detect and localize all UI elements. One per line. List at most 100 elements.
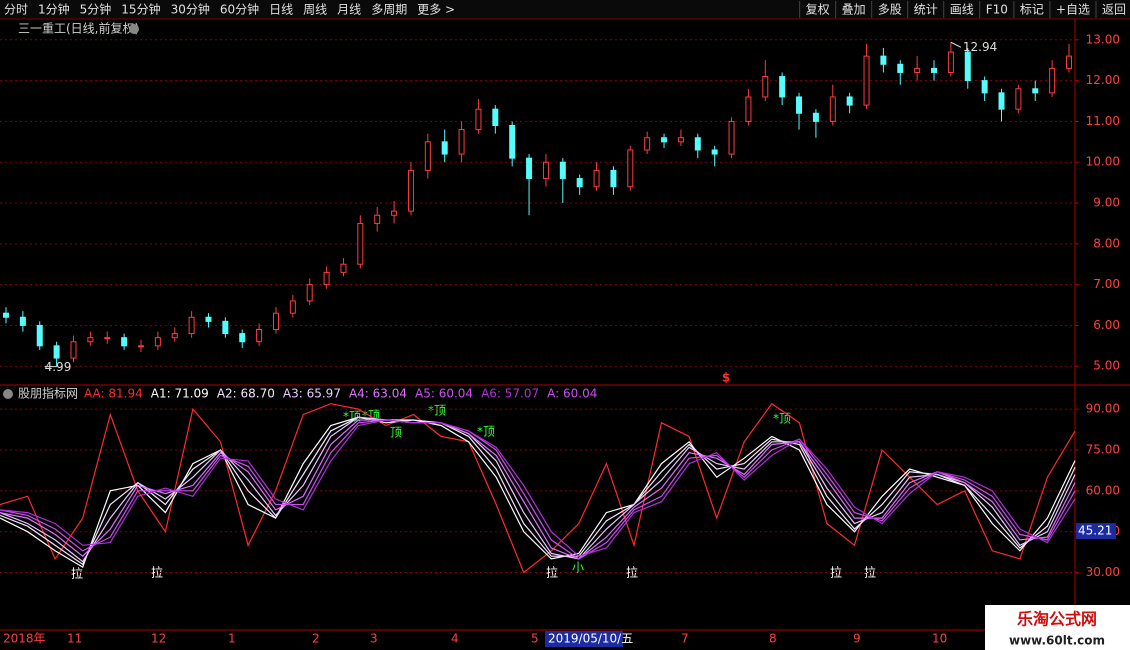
- date-label: 9: [853, 632, 861, 646]
- toolbar-button[interactable]: 多股: [878, 3, 902, 17]
- candle-body: [1032, 88, 1039, 94]
- legend-entry: A: 60.04: [547, 387, 597, 401]
- candle-body: [779, 76, 786, 98]
- candle-body: [374, 214, 381, 224]
- candle-body: [154, 337, 161, 347]
- candle-body: [694, 137, 701, 151]
- candle-body: [256, 329, 263, 343]
- annotation: 拉: [546, 565, 558, 580]
- y-tick-label: 60.00: [1086, 483, 1120, 497]
- toolbar-button[interactable]: 60分钟: [220, 2, 259, 17]
- toolbar-button[interactable]: 周线: [303, 3, 327, 17]
- candle-body: [829, 96, 836, 122]
- candle-body: [593, 169, 600, 188]
- candle-body: [19, 316, 26, 326]
- toolbar-button[interactable]: 日线: [269, 3, 293, 17]
- toolbar-button[interactable]: 多周期: [371, 3, 407, 17]
- candle-body: [475, 108, 482, 131]
- watermark-url: www.60lt.com: [1009, 634, 1105, 648]
- candle-body: [1015, 88, 1022, 110]
- watermark-box: [985, 605, 1130, 650]
- date-label: 5: [531, 632, 539, 646]
- toolbar-button[interactable]: 30分钟: [171, 2, 210, 17]
- toolbar-button[interactable]: 15分钟: [121, 2, 160, 17]
- candle-body: [998, 92, 1005, 110]
- annotation: *顶: [477, 425, 495, 439]
- candle-body: [239, 333, 246, 343]
- toolbar-button[interactable]: 复权: [806, 3, 830, 17]
- candle-body: [947, 51, 954, 73]
- toolbar-button[interactable]: 分时: [4, 3, 28, 17]
- candle-body: [222, 320, 229, 335]
- date-label: 11: [67, 632, 82, 646]
- legend-entry: A3: 65.97: [283, 387, 341, 401]
- candle-body: [964, 51, 971, 82]
- toolbar-button[interactable]: 统计: [914, 3, 938, 17]
- candle-body: [171, 333, 178, 339]
- indicator-line: [0, 416, 1076, 563]
- annotation: 拉: [626, 565, 638, 580]
- candle-body: [458, 129, 465, 155]
- toolbar-button[interactable]: F10: [986, 3, 1008, 17]
- y-tick-label: 11.00: [1086, 114, 1120, 128]
- annotation: 顶: [390, 426, 402, 440]
- annotation: 拉: [71, 566, 83, 581]
- candle-body: [981, 80, 988, 94]
- y-tick-label: 9.00: [1093, 196, 1120, 210]
- toolbar-button[interactable]: 月线: [337, 3, 361, 17]
- candle-body: [70, 341, 77, 359]
- candle-body: [289, 300, 296, 314]
- annotation: 拉: [830, 565, 842, 580]
- toolbar-button[interactable]: 叠加: [842, 3, 866, 17]
- candle-body: [610, 169, 617, 188]
- candle-body: [559, 161, 566, 180]
- toolbar-button[interactable]: 1分钟: [38, 2, 70, 17]
- y-tick-label: 7.00: [1093, 277, 1120, 291]
- annotation: *顶: [773, 412, 791, 426]
- toolbar-button[interactable]: 5分钟: [80, 2, 112, 17]
- candle-body: [407, 169, 414, 212]
- watermark-name: 乐淘公式网: [1017, 610, 1097, 629]
- toolbar-button[interactable]: +自选: [1056, 3, 1090, 17]
- date-label: 1: [228, 632, 236, 646]
- candle-body: [340, 263, 347, 273]
- legend-entry: A2: 68.70: [217, 387, 275, 401]
- cursor-value: 45.21: [1078, 524, 1112, 538]
- indicator-dropdown[interactable]: [3, 389, 13, 399]
- candle-body: [1066, 55, 1072, 69]
- date-label: 8: [769, 632, 777, 646]
- candle-body: [931, 67, 938, 73]
- candle-body: [137, 345, 144, 348]
- toolbar-button[interactable]: 更多 >: [417, 3, 455, 17]
- indicator-line: [0, 419, 1076, 560]
- toolbar-button[interactable]: 画线: [950, 3, 974, 17]
- date-label: 2: [312, 632, 320, 646]
- high-label: 12.94: [963, 40, 997, 54]
- high-pointer: [950, 41, 962, 48]
- date-label: 7: [681, 632, 689, 646]
- candle-body: [441, 141, 448, 155]
- cursor-value-box: [1076, 523, 1116, 540]
- legend-entry: A6: 57.07: [481, 387, 539, 401]
- date-label: 3: [370, 632, 378, 646]
- candle-body: [357, 222, 364, 265]
- candle-body: [104, 337, 111, 340]
- toolbar-button[interactable]: 返回: [1102, 3, 1126, 17]
- candle-body: [3, 312, 9, 318]
- candle-body: [306, 284, 313, 302]
- candle-body: [526, 157, 533, 180]
- title-dropdown[interactable]: [129, 24, 139, 34]
- low-label: 4.99: [45, 360, 72, 374]
- date-label: 12: [151, 632, 166, 646]
- legend-entry: A1: 71.09: [151, 387, 209, 401]
- toolbar-bg: [0, 0, 1130, 19]
- legend-entry: AA: 81.94: [84, 387, 143, 401]
- candle-body: [509, 124, 516, 159]
- toolbar-button[interactable]: 标记: [1020, 3, 1044, 17]
- legend-entry: A4: 63.04: [349, 387, 407, 401]
- y-tick-label: 6.00: [1093, 318, 1120, 332]
- candle-body: [728, 120, 735, 155]
- candle-body: [745, 96, 752, 122]
- candle-body: [424, 141, 431, 171]
